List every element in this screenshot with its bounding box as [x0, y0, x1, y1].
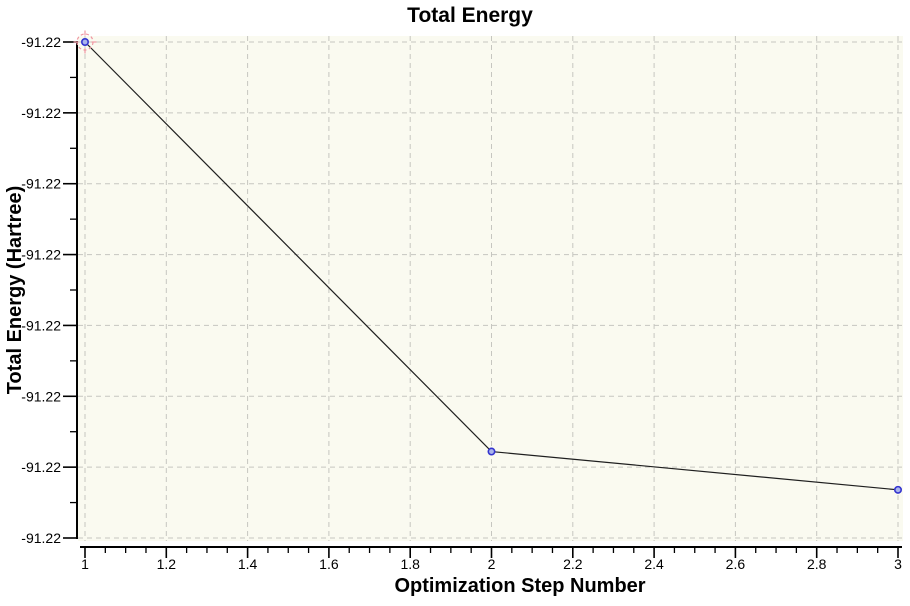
x-tick-label: 1.6: [319, 556, 339, 572]
x-tick-label: 2.2: [563, 556, 583, 572]
x-tick-label: 2: [488, 556, 496, 572]
y-tick-label: -91.22: [21, 388, 61, 404]
plot-background: [78, 36, 903, 541]
x-tick-label: 1.4: [238, 556, 258, 572]
x-tick-label: 2.8: [807, 556, 827, 572]
axis-tick-labels: -91.22 -91.22 -91.22 -91.22 -91.22 -91.22 -91.…: [21, 34, 902, 572]
y-tick-label: -91.22: [21, 176, 61, 192]
y-axis-title: Total Energy (Hartree): [4, 186, 26, 395]
y-tick-label: -91.22: [21, 317, 61, 333]
x-tick-label: 1.2: [157, 556, 177, 572]
x-tick-label: 3: [894, 556, 902, 572]
data-point-marker[interactable]: [893, 485, 902, 494]
y-tick-label: -91.22: [21, 105, 61, 121]
data-point-marker[interactable]: [487, 447, 496, 456]
x-tick-label: 1: [81, 556, 89, 572]
energy-series: [73, 30, 902, 494]
y-tick-label: -91.22: [21, 247, 61, 263]
y-tick-label: -91.22: [21, 459, 61, 475]
x-tick-label: 2.6: [726, 556, 746, 572]
x-tick-label: 2.4: [644, 556, 664, 572]
y-tick-label: -91.22: [21, 34, 61, 50]
gridlines: [78, 36, 903, 541]
data-point-marker[interactable]: [81, 37, 90, 46]
x-axis-title: Optimization Step Number: [394, 575, 645, 597]
chart-title: Total Energy: [407, 4, 533, 27]
y-tick-label: -91.22: [21, 530, 61, 546]
x-tick-label: 1.8: [400, 556, 420, 572]
